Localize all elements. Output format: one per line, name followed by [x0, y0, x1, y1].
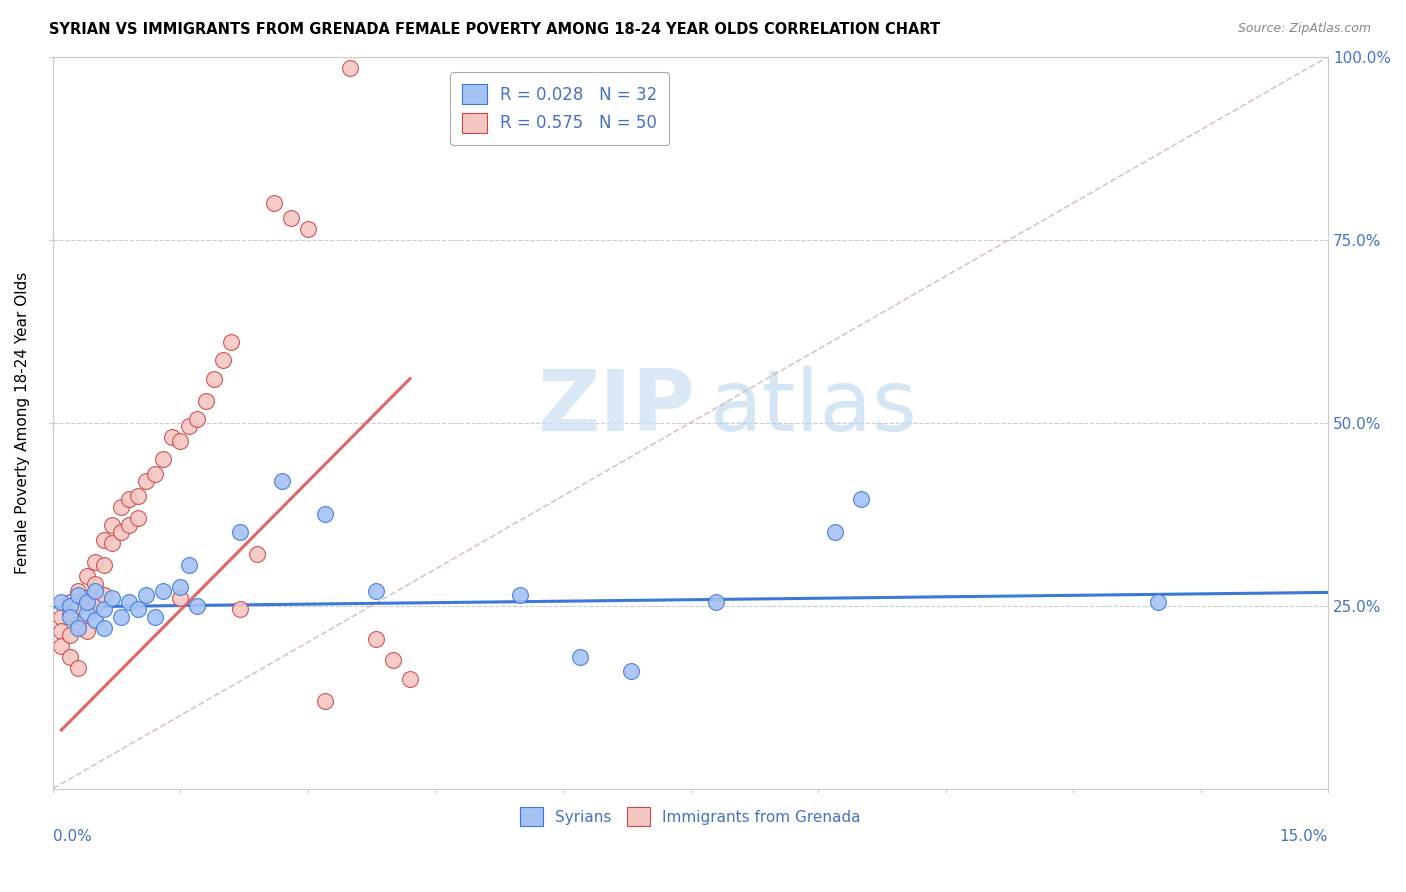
- Point: [59, 609, 82, 624]
- Point: [59, 649, 82, 664]
- Point: [1147, 595, 1170, 609]
- Point: [93, 558, 115, 573]
- Point: [51, 595, 73, 609]
- Point: [229, 602, 252, 616]
- Text: Source: ZipAtlas.com: Source: ZipAtlas.com: [1237, 22, 1371, 36]
- Point: [339, 61, 361, 75]
- Legend: Syrians, Immigrants from Grenada: Syrians, Immigrants from Grenada: [515, 801, 868, 832]
- Point: [314, 694, 336, 708]
- Point: [59, 628, 82, 642]
- Point: [314, 507, 336, 521]
- Point: [84, 583, 107, 598]
- Point: [59, 595, 82, 609]
- Point: [127, 489, 149, 503]
- Point: [143, 609, 166, 624]
- Point: [297, 221, 319, 235]
- Point: [84, 555, 107, 569]
- Text: SYRIAN VS IMMIGRANTS FROM GRENADA FEMALE POVERTY AMONG 18-24 YEAR OLDS CORRELATI: SYRIAN VS IMMIGRANTS FROM GRENADA FEMALE…: [49, 22, 941, 37]
- Point: [84, 576, 107, 591]
- Point: [76, 591, 98, 606]
- Point: [186, 412, 208, 426]
- Point: [101, 591, 124, 606]
- Point: [177, 419, 200, 434]
- Point: [67, 661, 90, 675]
- Point: [509, 588, 531, 602]
- Point: [194, 393, 217, 408]
- Point: [177, 558, 200, 573]
- Point: [76, 569, 98, 583]
- Text: 0.0%: 0.0%: [53, 829, 91, 844]
- Point: [93, 602, 115, 616]
- Point: [169, 434, 191, 448]
- Point: [84, 613, 107, 627]
- Point: [127, 510, 149, 524]
- Point: [67, 616, 90, 631]
- Point: [152, 452, 174, 467]
- Point: [169, 591, 191, 606]
- Point: [849, 492, 872, 507]
- Point: [110, 609, 132, 624]
- Y-axis label: Female Poverty Among 18-24 Year Olds: Female Poverty Among 18-24 Year Olds: [15, 271, 30, 574]
- Point: [381, 653, 404, 667]
- Point: [76, 595, 98, 609]
- Point: [399, 672, 422, 686]
- Point: [280, 211, 302, 225]
- Text: 15.0%: 15.0%: [1279, 829, 1329, 844]
- Point: [263, 196, 285, 211]
- Point: [186, 599, 208, 613]
- Point: [67, 588, 90, 602]
- Point: [51, 624, 73, 639]
- Point: [101, 536, 124, 550]
- Point: [118, 492, 141, 507]
- Point: [143, 467, 166, 481]
- Point: [824, 525, 846, 540]
- Point: [59, 606, 82, 620]
- Point: [221, 335, 243, 350]
- Point: [76, 624, 98, 639]
- Point: [364, 632, 387, 646]
- Point: [160, 430, 183, 444]
- Point: [59, 599, 82, 613]
- Point: [84, 599, 107, 613]
- Point: [229, 525, 252, 540]
- Point: [127, 602, 149, 616]
- Point: [110, 525, 132, 540]
- Point: [704, 595, 727, 609]
- Point: [364, 583, 387, 598]
- Text: atlas: atlas: [710, 367, 918, 450]
- Point: [93, 621, 115, 635]
- Point: [51, 609, 73, 624]
- Text: ZIP: ZIP: [537, 367, 695, 450]
- Point: [620, 665, 643, 679]
- Point: [76, 606, 98, 620]
- Point: [93, 533, 115, 547]
- Point: [569, 649, 592, 664]
- Point: [135, 474, 157, 488]
- Point: [246, 547, 269, 561]
- Point: [169, 580, 191, 594]
- Point: [110, 500, 132, 514]
- Point: [67, 621, 90, 635]
- Point: [118, 518, 141, 533]
- Point: [67, 583, 90, 598]
- Point: [51, 639, 73, 653]
- Point: [271, 474, 294, 488]
- Point: [101, 518, 124, 533]
- Point: [204, 372, 226, 386]
- Point: [135, 588, 157, 602]
- Point: [67, 599, 90, 613]
- Point: [93, 588, 115, 602]
- Point: [152, 583, 174, 598]
- Point: [212, 353, 235, 368]
- Point: [118, 595, 141, 609]
